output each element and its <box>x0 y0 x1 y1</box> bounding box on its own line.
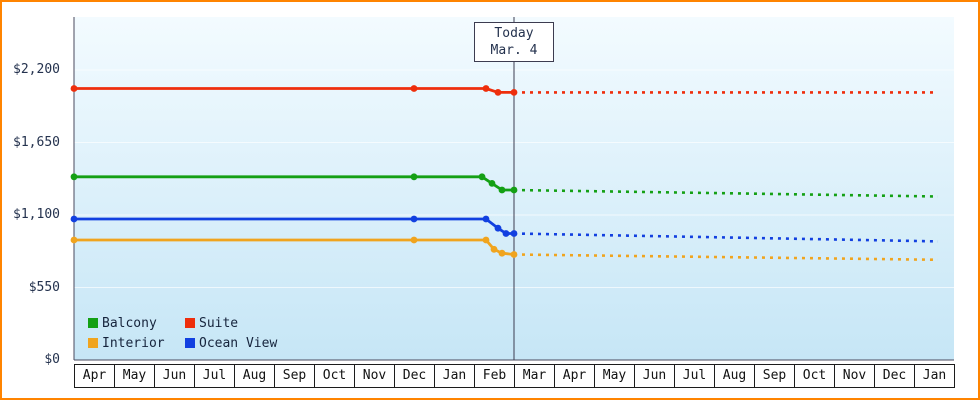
month-cell: Jan <box>914 364 955 388</box>
y-axis-label: $2,200 <box>13 62 60 77</box>
balcony-data-point <box>70 173 78 181</box>
suite-data-point <box>510 89 518 96</box>
month-cell: Jun <box>634 364 675 388</box>
legend-swatch <box>88 338 98 348</box>
y-axis-label: $550 <box>28 279 60 295</box>
month-cell: Aug <box>234 364 275 388</box>
legend-label: Suite <box>199 315 239 331</box>
month-cell: Feb <box>474 364 515 388</box>
suite-data-point <box>70 85 78 92</box>
month-cell: Nov <box>834 364 875 388</box>
interior-data-point <box>510 251 518 258</box>
legend: Balcony Suite Interior Ocean View <box>88 313 277 353</box>
month-cell: Jan <box>434 364 475 388</box>
month-cell: Oct <box>794 364 835 388</box>
suite-data-point <box>410 85 418 92</box>
legend-swatch <box>88 318 98 328</box>
legend-item-interior: Interior <box>88 333 185 353</box>
legend-item-balcony: Balcony <box>88 313 185 333</box>
ocean-view-data-point <box>494 224 502 232</box>
legend-label: Balcony <box>102 315 157 331</box>
interior-data-point <box>410 236 418 244</box>
month-cell: Sep <box>754 364 795 388</box>
ocean-view-data-point <box>482 215 490 223</box>
today-title: Today <box>494 26 534 41</box>
y-axis-label: $1,100 <box>13 207 60 222</box>
month-cell: Jul <box>194 364 235 388</box>
interior-data-point <box>490 245 498 253</box>
today-marker-label: Today Mar. 4 <box>474 22 554 62</box>
legend-item-ocean-view: Ocean View <box>185 333 277 353</box>
y-axis-label: $1,650 <box>13 134 60 150</box>
balcony-data-point <box>488 180 496 187</box>
ocean-view-data-point <box>70 215 78 223</box>
month-cell: Aug <box>714 364 755 388</box>
balcony-data-point <box>498 186 506 194</box>
legend-label: Interior <box>102 335 165 351</box>
month-cell: Dec <box>874 364 915 388</box>
month-cell: Apr <box>554 364 595 388</box>
suite-data-point <box>482 85 490 92</box>
legend-item-suite: Suite <box>185 313 277 333</box>
ocean-view-data-point <box>510 230 518 237</box>
y-axis-labels: $0 $550 $1,100 $1,650 $2,200 <box>2 2 68 398</box>
legend-swatch <box>185 338 195 348</box>
interior-forecast-line <box>513 253 939 262</box>
interior-data-point <box>482 236 490 244</box>
today-date: Mar. 4 <box>490 43 538 58</box>
month-cell: Oct <box>314 364 355 388</box>
x-axis-months: Apr May Jun Jul Aug Sep Oct Nov Dec Jan Feb Mar Apr M… <box>74 364 955 388</box>
y-axis-label: $0 <box>44 352 60 367</box>
legend-swatch <box>185 318 195 328</box>
interior-data-point <box>70 236 78 244</box>
suite-data-point <box>494 89 502 96</box>
legend-label: Ocean View <box>199 335 278 351</box>
month-cell: May <box>114 364 155 388</box>
month-cell: May <box>594 364 635 388</box>
balcony-data-point <box>510 186 518 194</box>
month-cell: Nov <box>354 364 395 388</box>
ocean-view-data-point <box>410 215 418 223</box>
ocean-view-data-point <box>502 230 510 237</box>
month-cell: Apr <box>74 364 115 388</box>
month-cell: Sep <box>274 364 315 388</box>
month-cell: Jul <box>674 364 715 388</box>
balcony-data-point <box>478 173 486 181</box>
balcony-data-point <box>410 173 418 181</box>
interior-data-point <box>498 249 506 257</box>
balcony-forecast-line <box>513 188 939 198</box>
month-cell: Mar <box>514 364 555 388</box>
ocean-view-forecast-line <box>513 232 939 243</box>
month-cell: Jun <box>154 364 195 388</box>
month-cell: Dec <box>394 364 435 388</box>
